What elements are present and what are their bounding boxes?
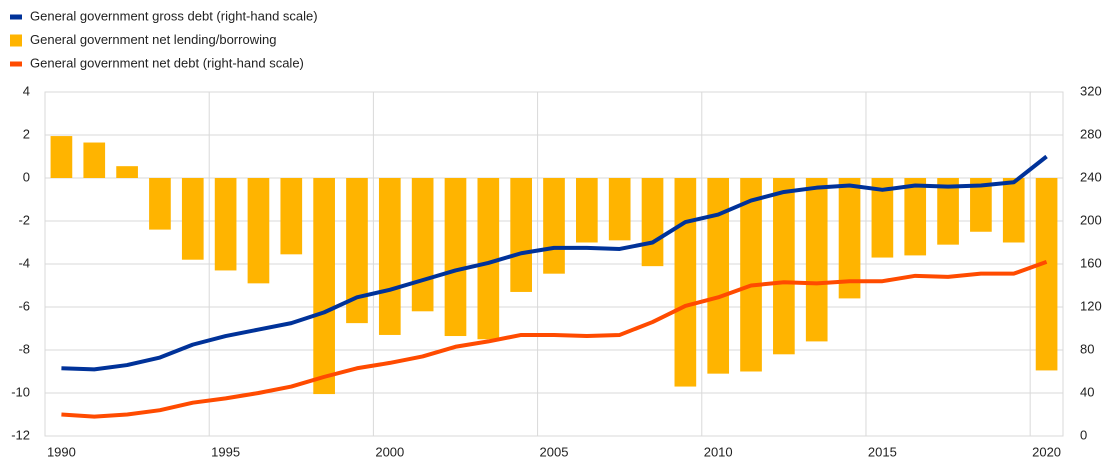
bar: [346, 178, 368, 324]
x-tick-label: 2010: [704, 444, 733, 459]
y-tick-label: -10: [11, 384, 30, 399]
bar: [1035, 178, 1058, 371]
plot-frame: [44, 91, 1064, 437]
bar: [149, 178, 171, 230]
bar: [871, 178, 894, 258]
y2-tick-label: 200: [1080, 212, 1102, 227]
bar: [740, 178, 762, 372]
bar: [937, 178, 959, 245]
y-tick-label: -8: [18, 341, 30, 356]
bar: [970, 178, 992, 232]
y-tick-label: 0: [23, 169, 30, 184]
bar: [214, 178, 237, 271]
legend-swatch: [10, 34, 22, 47]
bar: [510, 178, 532, 292]
y2-tick-label: 0: [1080, 427, 1087, 442]
legend-label: General government net debt (right-hand …: [30, 55, 304, 70]
line: [61, 259, 1048, 419]
y-tick-label: -4: [18, 255, 30, 270]
bar: [543, 178, 565, 274]
bar: [50, 136, 73, 178]
bar: [1002, 178, 1025, 243]
x-tick-label: 2020: [1032, 444, 1061, 459]
y2-tick-label: 80: [1080, 341, 1094, 356]
legend-swatch: [10, 14, 22, 20]
x-tick-label: 2015: [868, 444, 897, 459]
bar: [805, 178, 828, 342]
y-tick-label: 2: [23, 126, 30, 141]
y2-tick-label: 320: [1080, 83, 1102, 98]
bar: [83, 142, 106, 178]
bar: [280, 178, 303, 255]
x-tick-label: 1990: [47, 444, 76, 459]
bar: [378, 178, 401, 335]
bar: [608, 178, 631, 241]
bar: [576, 178, 598, 243]
bar: [641, 178, 664, 267]
y-tick-label: -2: [18, 212, 30, 227]
y2-tick-label: 240: [1080, 169, 1102, 184]
y-tick-label: 4: [23, 83, 30, 98]
y2-tick-label: 280: [1080, 126, 1102, 141]
bar: [904, 178, 927, 256]
x-tick-label: 1995: [211, 444, 240, 459]
y-tick-label: -6: [18, 298, 30, 313]
legend-label: General government net lending/borrowing: [30, 32, 276, 47]
bar: [116, 166, 138, 178]
x-tick-label: 2005: [540, 444, 569, 459]
bar: [477, 178, 500, 340]
bar: [838, 178, 861, 299]
line: [61, 154, 1048, 372]
y2-tick-label: 120: [1080, 298, 1102, 313]
bar: [411, 178, 434, 312]
y2-tick-label: 160: [1080, 255, 1102, 270]
bar: [247, 178, 270, 284]
bar: [313, 178, 335, 395]
bar: [707, 178, 730, 374]
x-tick-label: 2000: [375, 444, 404, 459]
legend-swatch: [10, 61, 22, 67]
bar: [773, 178, 795, 355]
y2-tick-label: 40: [1080, 384, 1094, 399]
bar: [181, 178, 204, 260]
legend-label: General government gross debt (right-han…: [30, 8, 318, 23]
bar: [444, 178, 467, 337]
y-tick-label: -12: [11, 427, 30, 442]
bar: [674, 178, 697, 387]
